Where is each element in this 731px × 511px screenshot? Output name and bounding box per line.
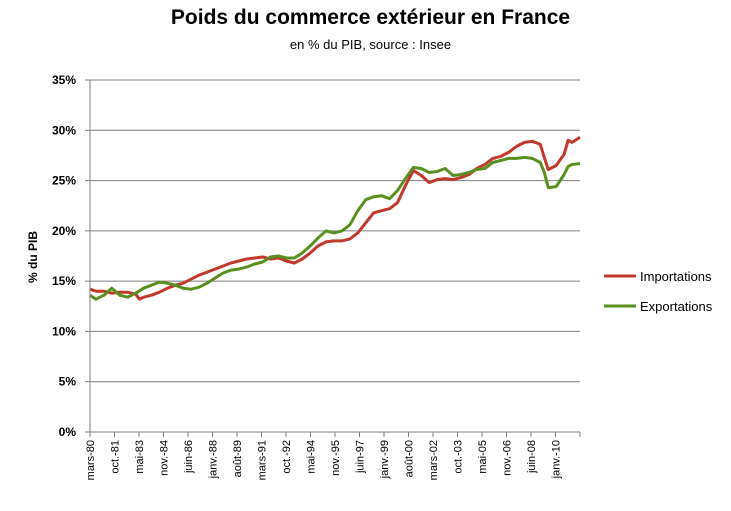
x-axis-ticks: mars-80 oct.-81 mai-83 nov.-84 juin-86 janv.-… [85, 432, 581, 480]
gridlines [90, 79, 580, 383]
x-tick-label: janv.-88 [208, 440, 220, 479]
y-tick-label: 5% [59, 375, 77, 389]
x-tick-label: nov.-84 [159, 440, 171, 476]
x-tick-label: juin-08 [526, 440, 538, 474]
x-tick-label: nov.-06 [502, 440, 514, 476]
y-tick-label: 35% [52, 73, 76, 87]
series-lines [89, 136, 581, 301]
x-tick-label: nov.-95 [330, 440, 342, 476]
legend-label-importations: Importations [640, 269, 712, 284]
chart-subtitle: en % du PIB, source : Insee [289, 37, 452, 52]
x-tick-label: mars-91 [257, 440, 269, 480]
x-tick-label: août-89 [232, 440, 244, 477]
y-tick-label: 10% [52, 324, 76, 338]
y-tick-label: 0% [59, 425, 77, 439]
chart-title: Poids du commerce extérieur en France [170, 6, 571, 29]
x-tick-label: mai-83 [134, 440, 146, 474]
x-tick-label: mai-94 [306, 440, 318, 474]
x-tick-label: juin-97 [355, 440, 367, 474]
legend-label-exportations: Exportations [640, 299, 713, 314]
series-line-importations [89, 136, 581, 301]
x-tick-label: juin-86 [183, 440, 195, 474]
x-tick-label: mai-05 [477, 440, 489, 474]
x-tick-label: mars-02 [428, 440, 440, 480]
x-tick-label: oct.-92 [281, 440, 293, 474]
series-line-exportations [89, 155, 581, 301]
x-tick-label: mars-80 [85, 440, 97, 480]
y-tick-label: 20% [52, 224, 76, 238]
y-tick-label: 30% [52, 123, 76, 137]
y-tick-label: 15% [52, 274, 76, 288]
y-tick-label: 25% [52, 174, 76, 188]
y-axis-label: % du PIB [26, 231, 40, 283]
legend: Importations Exportations [604, 269, 713, 314]
x-tick-label: oct.-03 [453, 440, 465, 474]
x-tick-label: août-00 [404, 440, 416, 477]
x-tick-label: oct.-81 [110, 440, 122, 474]
axes [89, 80, 580, 433]
x-tick-label: janv.-10 [551, 440, 563, 479]
y-axis-ticks: 0% 5% 10% 15% 20% 25% 30% 35% [52, 73, 90, 439]
x-tick-label: janv.-99 [379, 440, 391, 479]
